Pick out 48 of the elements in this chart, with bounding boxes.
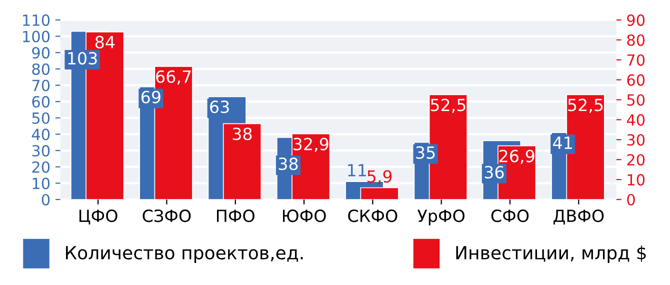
y2-tick-label: 60: [627, 74, 645, 86]
y2-tick-label: 0: [627, 194, 635, 206]
data-label: 5,9: [368, 170, 392, 184]
y-tick-label: 90: [32, 47, 50, 59]
data-label: 38: [278, 158, 298, 170]
legend-label: Инвестиции, млрд $: [456, 246, 646, 264]
y2-tick-label: 70: [627, 54, 645, 66]
legend-label: Количество проектов,ед.: [66, 246, 303, 264]
y2-tick-label: 90: [627, 14, 645, 26]
y2-tick-label: 30: [627, 134, 645, 146]
data-label: 66,7: [156, 70, 191, 85]
data-label: 36: [484, 166, 504, 178]
data-label: 52,5: [568, 98, 603, 113]
data-label: 26,9: [500, 150, 534, 164]
x-tick-label: УрФО: [418, 210, 464, 226]
data-label: 41: [553, 136, 572, 149]
x-tick-label: СКФО: [348, 210, 398, 222]
data-label: 84: [95, 36, 115, 48]
y2-tick-label: 80: [627, 34, 645, 46]
y2-tick-label: 20: [627, 154, 645, 166]
x-tick-label: СЗФО: [142, 210, 191, 222]
data-label: 32,9: [294, 138, 328, 152]
y-tick-label: 10: [32, 178, 50, 190]
y-tick-label: 50: [32, 112, 50, 124]
x-tick-label: ДВФО: [554, 210, 604, 224]
y2-tick-label: 40: [626, 114, 645, 126]
data-label: 38: [232, 128, 252, 140]
y-tick-label: 100: [23, 30, 50, 42]
data-label: 69: [141, 90, 160, 104]
y-tick-label: 70: [32, 80, 50, 92]
data-label: 35: [416, 146, 435, 159]
x-tick-label: ЮФО: [283, 210, 326, 222]
y-tick-label: 20: [32, 161, 50, 173]
y-tick-label: 110: [23, 14, 50, 26]
x-tick-label: ЦФО: [79, 210, 118, 224]
y-tick-label: 80: [32, 63, 50, 75]
y-tick-label: 40: [32, 128, 50, 140]
data-label: 11: [348, 164, 366, 176]
y-tick-label: 30: [32, 144, 50, 157]
x-tick-label: ПФО: [217, 210, 254, 222]
y-tick-label: 60: [32, 96, 50, 108]
data-label: 52,5: [430, 98, 466, 113]
x-tick-label: СФО: [491, 210, 529, 222]
y2-tick-label: 10: [628, 174, 645, 186]
data-label: 63: [210, 100, 229, 114]
y2-tick-label: 50: [627, 94, 645, 106]
data-label: 103: [68, 52, 97, 65]
y-tick-label: 0: [42, 194, 50, 206]
